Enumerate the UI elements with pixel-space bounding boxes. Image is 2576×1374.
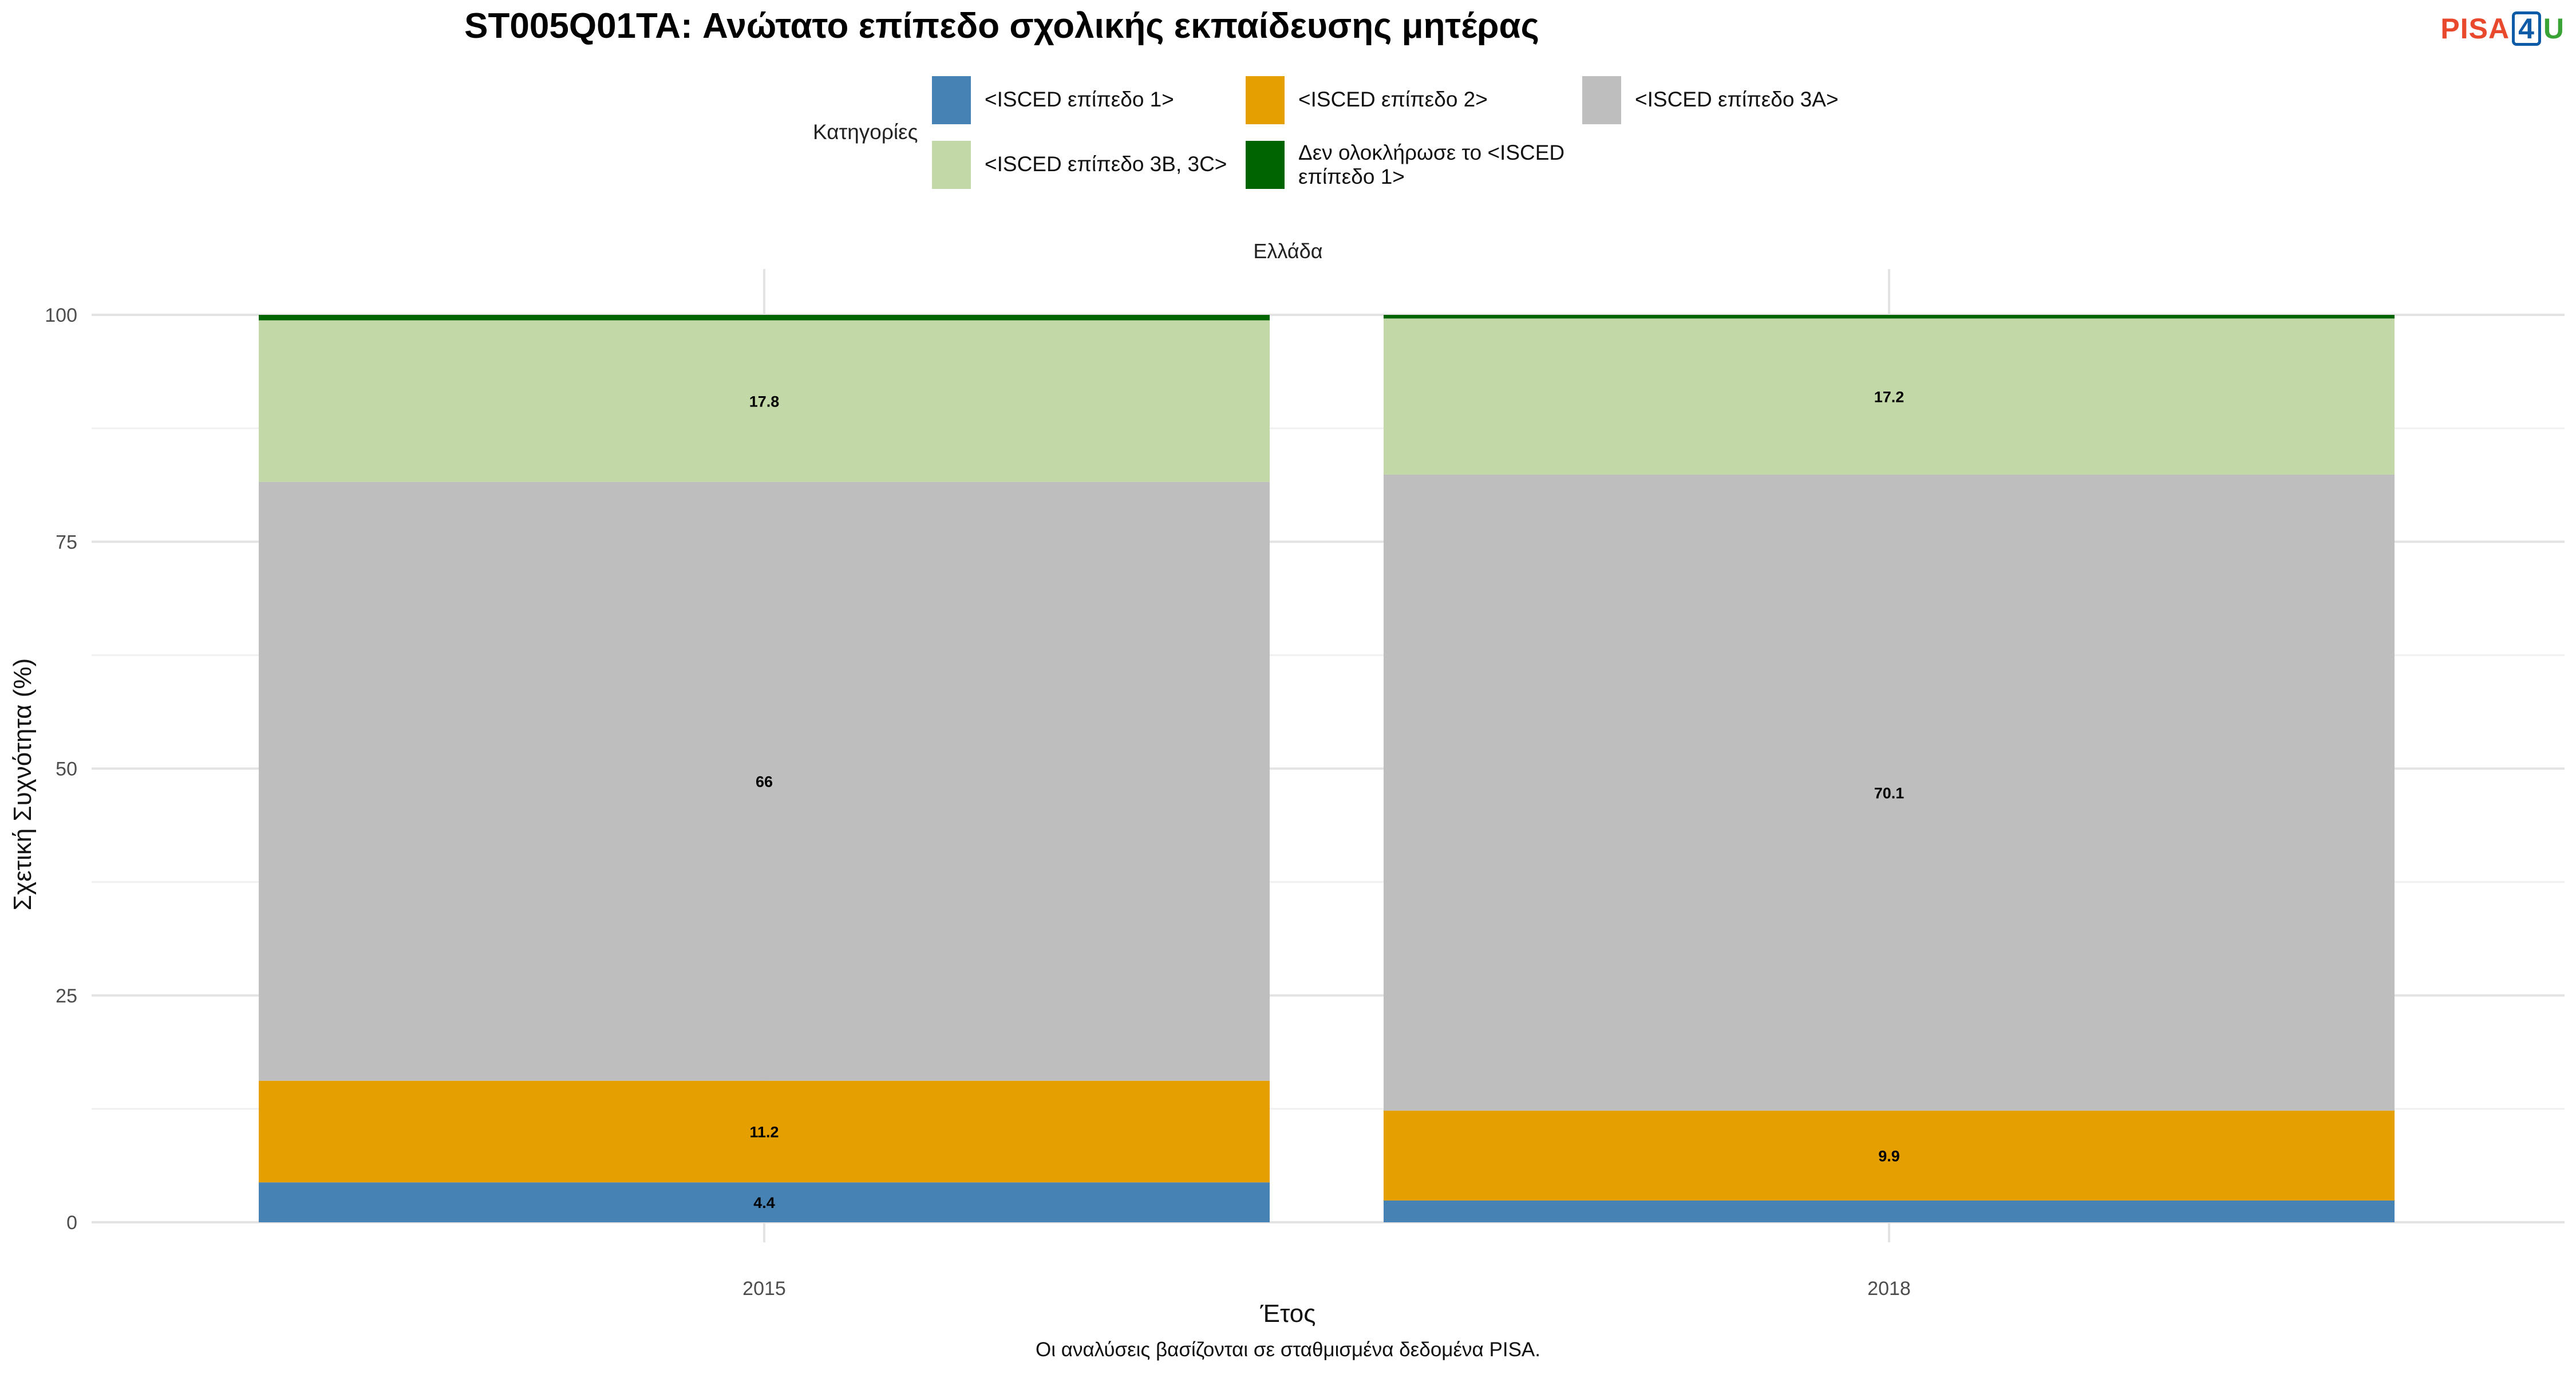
legend-swatch bbox=[932, 141, 971, 189]
legend-swatch bbox=[1246, 76, 1285, 124]
y-tick-label: 0 bbox=[66, 1212, 77, 1234]
bar-segment bbox=[259, 481, 1270, 1081]
legend-title: Κατηγορίες bbox=[813, 120, 918, 144]
legend-item-isced-2: <ISCED επίπεδο 2> bbox=[1246, 76, 1488, 124]
legend-swatch bbox=[1246, 141, 1285, 189]
legend-item-isced-3a: <ISCED επίπεδο 3A> bbox=[1582, 76, 1839, 124]
data-label: 4.4 bbox=[753, 1194, 775, 1211]
bar-segment bbox=[1384, 1111, 2395, 1201]
data-label: 70.1 bbox=[1874, 785, 1905, 802]
legend-item-isced-1: <ISCED επίπεδο 1> bbox=[932, 76, 1174, 124]
data-label: 17.8 bbox=[749, 393, 780, 410]
legend-swatch bbox=[932, 76, 971, 124]
legend-swatch bbox=[1582, 76, 1621, 124]
data-label: 17.2 bbox=[1874, 389, 1905, 406]
x-tick-labels: 2015 2018 bbox=[742, 1278, 1911, 1300]
x-tick-label: 2018 bbox=[1867, 1278, 1911, 1300]
legend-label: <ISCED επίπεδο 1> bbox=[985, 88, 1174, 111]
facet-label: Ελλάδα bbox=[1253, 239, 1323, 263]
data-labels: 4.4 11.2 66 17.8 9.9 70.1 17.2 bbox=[749, 389, 1905, 1211]
x-tick-label: 2015 bbox=[742, 1278, 786, 1300]
bar-segment bbox=[259, 1182, 1270, 1222]
bar-segment bbox=[1384, 315, 2395, 319]
pisa4u-logo: PISA 4 U bbox=[2440, 11, 2565, 46]
bar-segment bbox=[259, 1080, 1270, 1183]
bar-segment bbox=[259, 315, 1270, 321]
data-label: 11.2 bbox=[749, 1124, 779, 1141]
y-tick-labels: 0 25 50 75 100 bbox=[45, 305, 77, 1234]
x-axis-label: Έτος bbox=[1260, 1300, 1316, 1328]
bar-segment bbox=[259, 320, 1270, 482]
legend-label: <ISCED επίπεδο 3B, 3C> bbox=[985, 152, 1227, 176]
legend-label: <ISCED επίπεδο 3A> bbox=[1635, 88, 1839, 111]
legend-label: <ISCED επίπεδο 2> bbox=[1298, 88, 1488, 111]
chart-title: ST005Q01TA: Ανώτατο επίπεδο σχολικής εκπ… bbox=[464, 6, 1539, 46]
legend-label: Δεν ολοκλήρωσε το <ISCED επίπεδο 1> bbox=[1298, 141, 1565, 188]
bars bbox=[259, 315, 2395, 1222]
bar-segment bbox=[1384, 318, 2395, 475]
bar-segment bbox=[1384, 474, 2395, 1111]
y-tick-label: 25 bbox=[56, 985, 77, 1007]
y-tick-label: 100 bbox=[45, 305, 77, 326]
chart-caption: Οι αναλύσεις βασίζονται σε σταθμισμένα δ… bbox=[1035, 1339, 1540, 1361]
bar-segment bbox=[1384, 1200, 2395, 1222]
legend-item-not-completed: Δεν ολοκλήρωσε το <ISCED επίπεδο 1> bbox=[1246, 141, 1619, 189]
y-axis-label: Σχετική Συχνότητα (%) bbox=[9, 658, 37, 911]
y-tick-label: 75 bbox=[56, 531, 77, 553]
y-tick-label: 50 bbox=[56, 759, 77, 780]
data-label: 66 bbox=[756, 773, 773, 791]
legend-item-isced-3b-3c: <ISCED επίπεδο 3B, 3C> bbox=[932, 141, 1227, 189]
data-label: 9.9 bbox=[1878, 1148, 1900, 1165]
